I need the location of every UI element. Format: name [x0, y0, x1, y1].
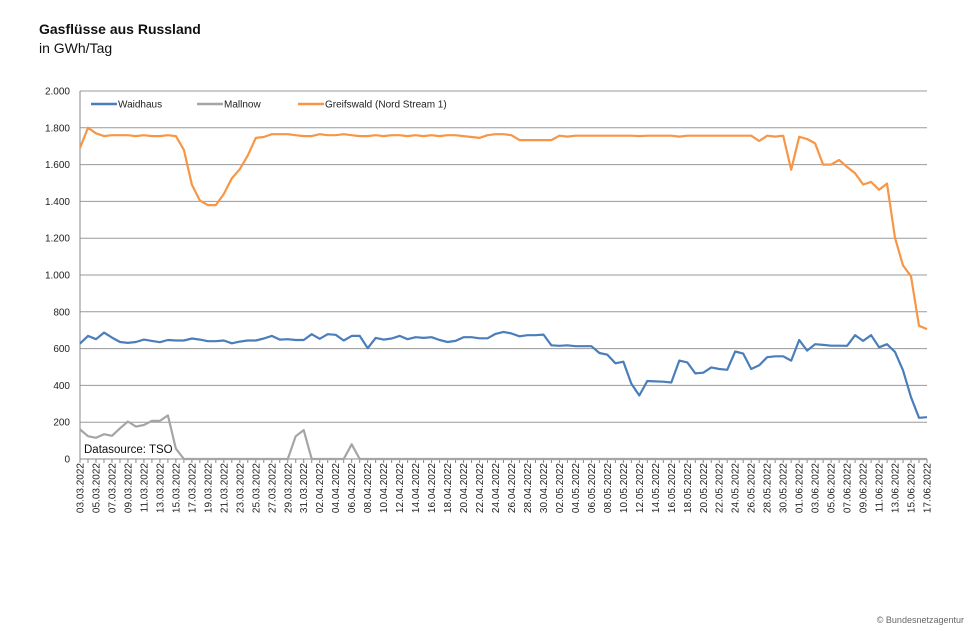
x-tick-label: 17.06.2022 — [923, 463, 934, 513]
x-tick-label: 23.03.2022 — [235, 463, 246, 513]
y-tick-label: 1.800 — [45, 123, 70, 134]
x-tick-label: 09.06.2022 — [859, 463, 870, 513]
datasource-annotation: Datasource: TSO — [84, 444, 173, 456]
y-tick-label: 400 — [53, 381, 70, 392]
x-tick-label: 22.05.2022 — [715, 463, 726, 513]
copyright-credit: © Bundesnetzagentur — [876, 615, 964, 625]
chart-unit-subtitle: in GWh/Tag — [39, 40, 113, 56]
y-tick-label: 1.400 — [45, 197, 70, 208]
legend-label: Greifswald (Nord Stream 1) — [325, 100, 447, 111]
x-tick-label: 31.03.2022 — [299, 463, 310, 513]
x-tick-label: 05.06.2022 — [827, 463, 838, 513]
x-tick-label: 24.05.2022 — [731, 463, 742, 513]
x-tick-label: 16.05.2022 — [667, 463, 678, 513]
y-tick-label: 1.600 — [45, 160, 70, 171]
x-tick-label: 30.04.2022 — [539, 463, 550, 513]
legend-label: Mallnow — [224, 100, 261, 111]
chart-title: Gasflüsse aus Russland — [39, 21, 201, 37]
x-tick-label: 03.06.2022 — [811, 463, 822, 513]
y-tick-label: 800 — [53, 307, 70, 318]
y-tick-label: 200 — [53, 418, 70, 429]
x-tick-label: 15.03.2022 — [171, 463, 182, 513]
x-tick-label: 05.03.2022 — [91, 463, 102, 513]
x-tick-label: 02.05.2022 — [555, 463, 566, 513]
x-tick-label: 07.03.2022 — [107, 463, 118, 513]
legend-label: Waidhaus — [118, 100, 162, 111]
x-tick-label: 20.05.2022 — [699, 463, 710, 513]
x-tick-label: 01.06.2022 — [795, 463, 806, 513]
x-tick-label: 11.06.2022 — [875, 463, 886, 513]
y-tick-label: 0 — [64, 455, 70, 466]
x-tick-label: 28.04.2022 — [523, 463, 534, 513]
x-tick-label: 27.03.2022 — [267, 463, 278, 513]
x-tick-label: 10.04.2022 — [379, 463, 390, 513]
x-tick-label: 18.05.2022 — [683, 463, 694, 513]
x-tick-label: 26.04.2022 — [507, 463, 518, 513]
x-tick-label: 30.05.2022 — [779, 463, 790, 513]
x-tick-label: 18.04.2022 — [443, 463, 454, 513]
x-tick-label: 15.06.2022 — [907, 463, 918, 513]
x-tick-label: 12.04.2022 — [395, 463, 406, 513]
x-tick-label: 06.04.2022 — [347, 463, 358, 513]
x-tick-label: 29.03.2022 — [283, 463, 294, 513]
y-tick-label: 1.000 — [45, 271, 70, 282]
y-tick-label: 600 — [53, 344, 70, 355]
x-tick-label: 03.03.2022 — [76, 463, 87, 513]
x-tick-label: 14.05.2022 — [651, 463, 662, 513]
y-tick-label: 1.200 — [45, 234, 70, 245]
x-tick-label: 08.05.2022 — [603, 463, 614, 513]
x-tick-label: 04.04.2022 — [331, 463, 342, 513]
x-tick-label: 12.05.2022 — [635, 463, 646, 513]
x-tick-label: 16.04.2022 — [427, 463, 438, 513]
x-tick-label: 04.05.2022 — [571, 463, 582, 513]
x-tick-label: 10.05.2022 — [619, 463, 630, 513]
x-tick-label: 13.03.2022 — [155, 463, 166, 513]
x-tick-label: 06.05.2022 — [587, 463, 598, 513]
x-tick-label: 11.03.2022 — [139, 463, 150, 513]
x-tick-label: 07.06.2022 — [843, 463, 854, 513]
x-tick-label: 14.04.2022 — [411, 463, 422, 513]
x-tick-label: 24.04.2022 — [491, 463, 502, 513]
x-tick-label: 26.05.2022 — [747, 463, 758, 513]
series-line-waidhaus — [79, 330, 928, 419]
x-tick-label: 19.03.2022 — [203, 463, 214, 513]
y-tick-label: 2.000 — [45, 87, 70, 98]
x-tick-label: 22.04.2022 — [475, 463, 486, 513]
x-tick-label: 28.05.2022 — [763, 463, 774, 513]
x-tick-label: 08.04.2022 — [363, 463, 374, 513]
x-tick-label: 13.06.2022 — [891, 463, 902, 513]
x-tick-label: 21.03.2022 — [219, 463, 230, 513]
x-tick-label: 20.04.2022 — [459, 463, 470, 513]
series-line-greifswald — [78, 126, 928, 331]
x-tick-label: 02.04.2022 — [315, 463, 326, 513]
x-tick-label: 09.03.2022 — [123, 463, 134, 513]
x-tick-label: 25.03.2022 — [251, 463, 262, 513]
x-tick-label: 17.03.2022 — [187, 463, 198, 513]
annotation-background — [82, 440, 164, 456]
